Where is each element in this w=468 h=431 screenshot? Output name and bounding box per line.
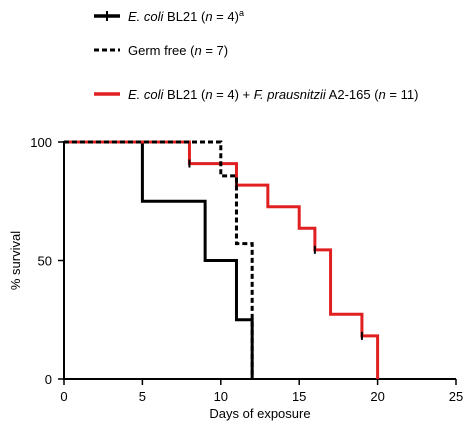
legend-label-part: = 4) [213, 9, 239, 24]
legend-label-part: F. prausnitzii [254, 87, 327, 102]
y-axis-label: % survival [8, 231, 23, 290]
legend-label: E. coli BL21 (n = 4)a [128, 8, 244, 24]
y-tick-label: 100 [30, 135, 52, 150]
x-tick-label: 20 [370, 389, 384, 404]
legend-item-2: E. coli BL21 (n = 4) + F. prausnitzii A2… [94, 87, 418, 102]
legend-label-part: n [205, 87, 212, 102]
legend-label: E. coli BL21 (n = 4) + F. prausnitzii A2… [128, 87, 418, 102]
x-tick-label: 15 [292, 389, 306, 404]
series-line-0 [64, 140, 254, 379]
legend-label-part: n [205, 9, 212, 24]
axes: 0 5 10 15 20 25 0 50 100 Days of exposure % surviv… [8, 135, 463, 421]
legend-label-part: E. coli [128, 9, 165, 24]
x-tick-label: 5 [139, 389, 146, 404]
legend-label: Germ free (n = 7) [128, 43, 228, 58]
y-tick-label: 0 [45, 372, 52, 387]
legend-label-part: Germ free ( [128, 43, 195, 58]
legend-label-part: = 7) [202, 43, 228, 58]
x-axis-label: Days of exposure [209, 406, 310, 421]
legend-label-part: n [194, 43, 201, 58]
x-tick-label: 0 [60, 389, 67, 404]
legend-label-part: BL21 ( [163, 9, 206, 24]
legend-label-part: A2-165 ( [326, 87, 379, 102]
x-tick-label: 25 [449, 389, 463, 404]
legend-item-1: Germ free (n = 7) [94, 43, 228, 58]
series-line-1 [64, 140, 254, 379]
legend-label-part: = 4) + [213, 87, 254, 102]
legend-item-0: E. coli BL21 (n = 4)a [94, 8, 244, 24]
legend-label-part: BL21 ( [163, 87, 206, 102]
legend-label-part: E. coli [128, 87, 165, 102]
legend-label-part: n [379, 87, 386, 102]
y-tick-label: 50 [38, 254, 52, 269]
x-tick-label: 10 [214, 389, 228, 404]
plot-area [64, 140, 380, 379]
legend-label-part: = 11) [386, 87, 419, 102]
legend-label-part: a [239, 8, 244, 18]
